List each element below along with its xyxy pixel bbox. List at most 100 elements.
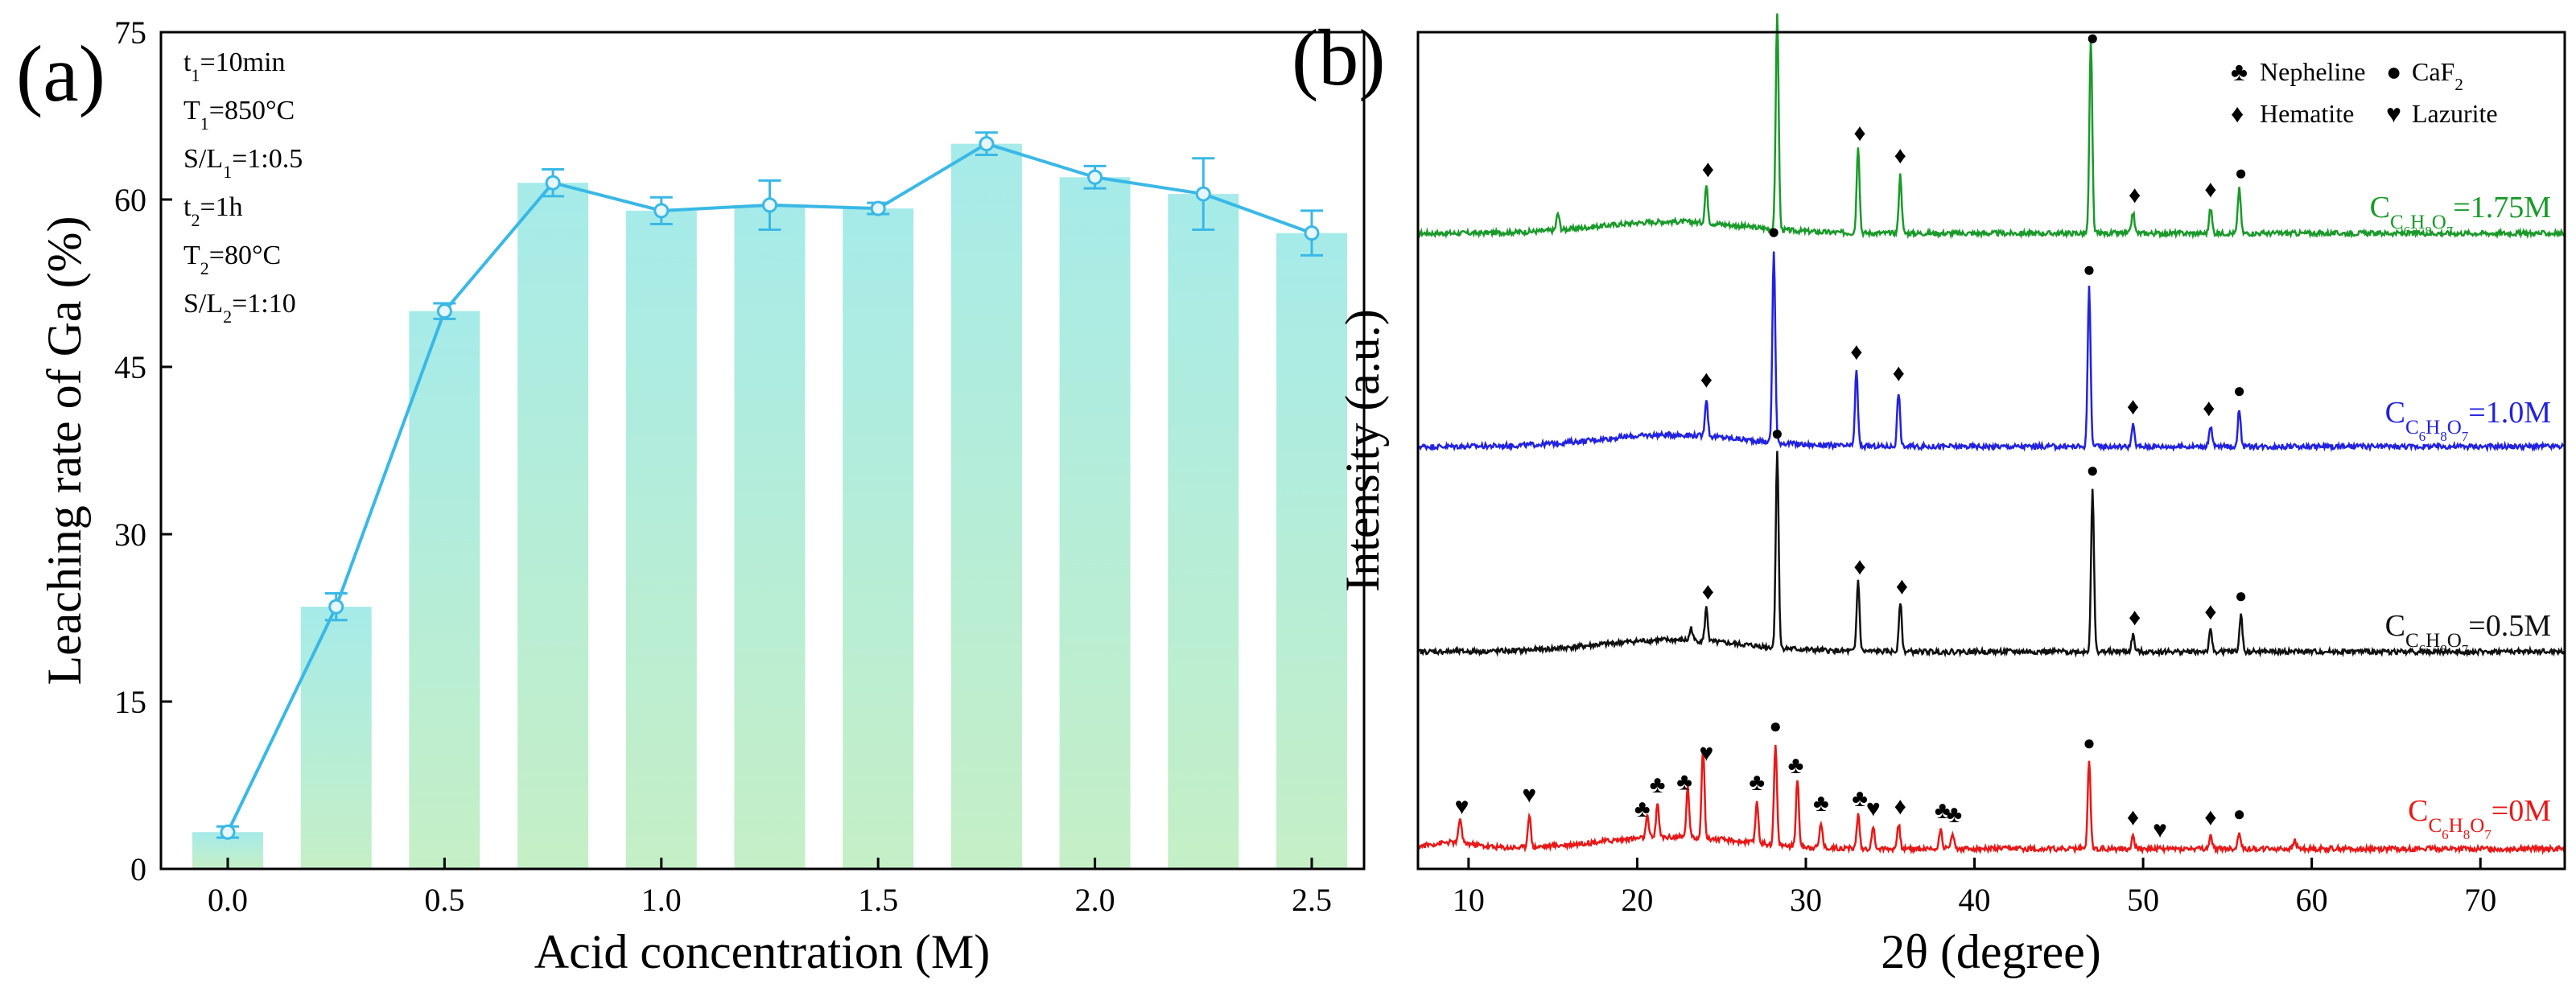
x-tick-label: 0.0 xyxy=(208,882,248,918)
bar xyxy=(625,210,697,869)
phase-marker: ♥ xyxy=(1699,740,1713,767)
xrd-curve xyxy=(1416,744,2566,855)
phase-marker: ♦ xyxy=(1893,360,1905,386)
bar xyxy=(517,183,589,869)
phase-marker: ♣ xyxy=(1852,785,1868,812)
panel-a: (a) 0 15 30 45 60 75 0.0 0.5 1.0 1.5 2.0 2.5 Acid c… xyxy=(16,14,1366,978)
legend-symbol-hematite: ♦ xyxy=(2231,99,2244,128)
x-tick-label: 0.5 xyxy=(424,882,464,918)
legend-item-hematite: ♦ Hematite xyxy=(2231,99,2354,128)
series-labels: CC6H8O7=1.75M CC6H8O7=1.0M CC6H8O7=0.5M … xyxy=(2370,191,2551,842)
phase-marker: ● xyxy=(1771,422,1784,445)
phase-marker: ♥ xyxy=(2153,817,2167,843)
phase-marker: ● xyxy=(2083,257,2096,281)
panel-a-frame xyxy=(159,31,1366,871)
annotation-SL1: S/L1=1:0.5 xyxy=(183,144,303,182)
panel-a-ylabel: Leaching rate of Ga (%) xyxy=(38,216,91,685)
phase-marker: ♦ xyxy=(1700,366,1713,393)
data-point xyxy=(653,203,670,219)
data-point xyxy=(1195,186,1211,202)
x-tick-label: 1.0 xyxy=(641,882,682,918)
bar xyxy=(409,311,480,870)
phase-marker: ♦ xyxy=(2129,604,2141,631)
x-tick-label: 60 xyxy=(2296,882,2328,918)
panel-b: (b) ♦●♦♦●♦♦●♦●♦♦●♦♦●♦●♦♦●♦♦●♥♥♣♣♣♥♣●♣♣♣♥… xyxy=(1292,0,2566,978)
panel-b-label: (b) xyxy=(1292,13,1386,102)
phase-marker: ● xyxy=(2233,379,2246,402)
legend-item-lazurite: ♥ Lazurite xyxy=(2386,99,2498,128)
panel-b-legend: ♣ Nepheline ● CaF2 ♦ Hematite ♥ Lazurite xyxy=(2231,57,2498,128)
x-tick-label: 10 xyxy=(1453,882,1485,918)
legend-label-caf2: CaF2 xyxy=(2412,57,2463,94)
legend-symbol-nepheline: ♣ xyxy=(2231,57,2248,86)
legend-symbol-caf2: ● xyxy=(2386,57,2401,86)
xrd-curve xyxy=(1417,451,2566,658)
x-tick-label: 30 xyxy=(1790,882,1822,918)
phase-marker: ● xyxy=(1769,714,1782,738)
legend-label-lazurite: Lazurite xyxy=(2412,99,2498,128)
panel-b-frame xyxy=(1416,31,2566,871)
x-tick-label: 1.5 xyxy=(858,882,898,918)
phase-marker: ♣ xyxy=(1676,769,1692,796)
phase-marker: ♣ xyxy=(1935,797,1951,824)
legend-item-nepheline: ♣ Nepheline xyxy=(2231,57,2366,86)
data-point xyxy=(436,303,452,319)
phase-marker: ♦ xyxy=(1853,120,1865,146)
phase-marker: ● xyxy=(2235,584,2248,607)
phase-marker: ♣ xyxy=(1749,769,1765,796)
panel-a-annotations: t1=10min T1=850°C S/L1=1:0.5 t2=1h T2=80… xyxy=(183,47,303,327)
data-point xyxy=(1087,169,1103,185)
phase-marker: ♣ xyxy=(1813,790,1829,817)
phase-marker: ♦ xyxy=(1702,578,1714,605)
phase-marker: ♣ xyxy=(1788,752,1804,779)
phase-marker: ♦ xyxy=(2204,804,2216,830)
annotation-T2: T2=80°C xyxy=(183,241,281,278)
data-point xyxy=(545,175,561,191)
panel-b-xlabel: 2θ (degree) xyxy=(1881,925,2101,978)
phase-marker: ● xyxy=(2233,802,2246,825)
x-tick-label: 20 xyxy=(1621,882,1653,918)
phase-marker: ♣ xyxy=(1947,801,1963,828)
y-tick-label: 0 xyxy=(130,851,146,887)
series-label-0.5M: CC6H8O7=0.5M xyxy=(2385,609,2551,657)
phase-marker: ♦ xyxy=(2203,395,2215,422)
phase-marker: ● xyxy=(1771,0,1784,6)
phase-marker: ● xyxy=(1767,220,1780,244)
bar xyxy=(1059,177,1131,869)
panel-b-ylabel: Intensity (a.u.) xyxy=(1336,309,1389,592)
bar xyxy=(1276,233,1347,870)
phase-marker: ♦ xyxy=(2127,804,2139,830)
panel-a-ticks: 0 15 30 45 60 75 0.0 0.5 1.0 1.5 2.0 2.5 xyxy=(114,14,1332,918)
phase-marker: ♦ xyxy=(1894,142,1906,169)
phase-marker: ● xyxy=(2086,27,2099,50)
phase-marker: ♦ xyxy=(2127,393,2139,420)
phase-marker: ● xyxy=(2086,459,2099,482)
phase-marker: ♦ xyxy=(2204,176,2216,203)
y-tick-label: 75 xyxy=(114,14,146,51)
phase-marker: ♦ xyxy=(2129,182,2141,208)
x-tick-label: 40 xyxy=(1959,882,1991,918)
bar xyxy=(950,143,1022,869)
bar xyxy=(1168,194,1239,870)
legend-symbol-lazurite: ♥ xyxy=(2386,99,2401,128)
annotation-SL2: S/L2=1:10 xyxy=(183,289,296,327)
x-tick-label: 70 xyxy=(2464,882,2496,918)
data-point xyxy=(220,824,236,840)
y-tick-label: 45 xyxy=(114,349,146,385)
phase-marker: ● xyxy=(2083,731,2096,755)
legend-label-hematite: Hematite xyxy=(2260,99,2354,128)
x-tick-label: 2.5 xyxy=(1292,882,1332,918)
phase-marker: ♦ xyxy=(1850,339,1862,365)
legend-label-nepheline: Nepheline xyxy=(2260,57,2366,86)
data-point xyxy=(328,599,344,615)
xrd-curve xyxy=(1416,251,2566,453)
panel-a-xlabel: Acid concentration (M) xyxy=(534,925,990,978)
phase-marker: ♥ xyxy=(1866,796,1881,822)
panel-a-label: (a) xyxy=(16,29,105,118)
bar xyxy=(843,208,914,869)
x-tick-label: 50 xyxy=(2127,882,2159,918)
bar xyxy=(734,204,806,869)
data-point xyxy=(979,136,995,152)
phase-marker: ♦ xyxy=(1896,573,1908,599)
